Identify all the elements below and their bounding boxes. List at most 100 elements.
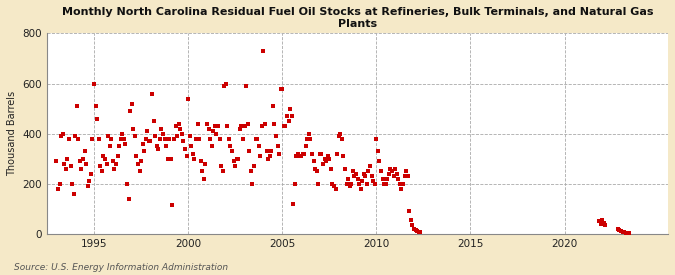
Point (340, 167, 350, 171)
Point (412, 229, 423, 234)
Point (217, 169, 228, 174)
Point (170, 124, 181, 128)
Point (222, 124, 233, 128)
Point (297, 152, 308, 156)
Point (265, 154, 275, 158)
Point (299, 152, 310, 156)
Point (357, 179, 368, 183)
Point (260, 122, 271, 126)
Point (288, 202, 298, 206)
Point (92, 117, 103, 121)
Point (278, 124, 289, 128)
Point (171, 134, 182, 138)
Point (211, 131, 222, 136)
Point (101, 162, 112, 166)
Point (209, 124, 220, 128)
Point (139, 149, 150, 153)
Point (194, 136, 205, 141)
Point (120, 142, 131, 146)
Point (318, 162, 329, 166)
Point (90, 104, 101, 108)
Point (333, 134, 344, 138)
Point (383, 172, 394, 176)
Point (399, 174, 410, 178)
Point (374, 159, 385, 163)
Point (619, 230, 630, 235)
Point (233, 156, 244, 161)
Point (380, 182, 391, 186)
Point (382, 177, 393, 181)
Point (150, 134, 161, 138)
Point (118, 136, 129, 141)
Point (402, 174, 413, 178)
Point (624, 230, 634, 235)
Point (112, 154, 123, 158)
Title: Monthly North Carolina Residual Fuel Oil Stocks at Refineries, Bulk Terminals, a: Monthly North Carolina Residual Fuel Oil… (62, 7, 653, 29)
Point (189, 156, 200, 161)
Point (341, 182, 352, 186)
Point (140, 136, 151, 141)
Point (252, 136, 263, 141)
Point (65, 164, 76, 169)
Point (258, 49, 269, 53)
Point (344, 184, 355, 189)
Point (68, 192, 79, 196)
Point (72, 104, 82, 108)
Point (371, 136, 382, 141)
Point (225, 144, 236, 148)
Point (125, 109, 136, 113)
Point (115, 136, 126, 141)
Point (195, 159, 206, 163)
Point (385, 167, 396, 171)
Point (294, 154, 305, 158)
Point (205, 136, 215, 141)
Point (207, 144, 217, 148)
Point (239, 124, 250, 128)
Point (256, 124, 267, 128)
Point (352, 177, 363, 181)
Point (396, 187, 407, 191)
Point (367, 174, 377, 178)
Point (406, 218, 416, 222)
Point (214, 136, 225, 141)
Point (612, 227, 623, 231)
Point (338, 154, 349, 158)
Point (181, 154, 192, 158)
Point (255, 154, 266, 158)
Point (408, 227, 419, 231)
Point (59, 162, 70, 166)
Point (73, 136, 84, 141)
Point (151, 144, 162, 148)
Point (142, 129, 153, 133)
Point (330, 187, 341, 191)
Point (84, 179, 95, 183)
Point (315, 152, 325, 156)
Point (169, 136, 180, 141)
Point (600, 223, 611, 227)
Point (324, 156, 335, 161)
Point (598, 221, 609, 225)
Point (88, 81, 99, 86)
Point (86, 172, 97, 176)
Point (128, 126, 138, 131)
Point (306, 152, 317, 156)
Point (186, 144, 196, 148)
Point (220, 81, 231, 86)
Point (335, 131, 346, 136)
Point (79, 149, 90, 153)
Point (331, 152, 342, 156)
Point (368, 179, 379, 183)
Point (263, 156, 273, 161)
Point (228, 159, 239, 163)
Point (56, 134, 67, 138)
Point (616, 229, 626, 234)
Point (250, 136, 261, 141)
Point (308, 159, 319, 163)
Point (208, 129, 219, 133)
Point (253, 144, 264, 148)
Point (415, 230, 426, 235)
Point (155, 136, 165, 141)
Point (219, 84, 230, 88)
Point (62, 156, 73, 161)
Point (376, 169, 387, 174)
